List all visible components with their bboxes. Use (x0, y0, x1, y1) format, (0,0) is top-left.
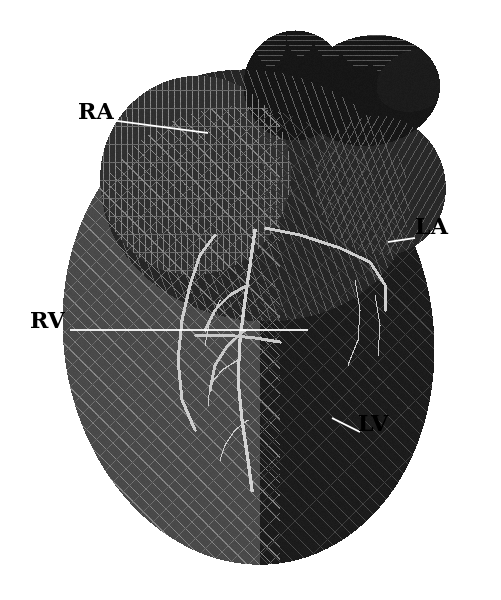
Text: RV: RV (30, 311, 65, 333)
Text: LA: LA (414, 217, 447, 239)
Text: RA: RA (78, 102, 114, 124)
Text: LV: LV (357, 414, 388, 436)
